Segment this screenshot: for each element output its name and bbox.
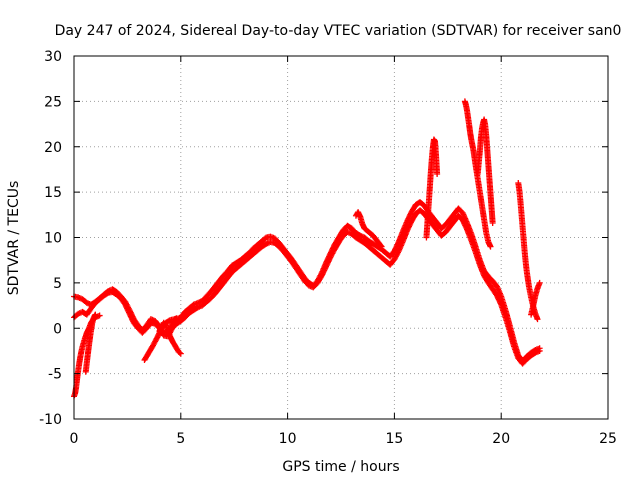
series-track-k	[528, 279, 543, 318]
data-point	[536, 279, 543, 286]
series-track-d	[82, 311, 99, 375]
data-point	[489, 219, 496, 226]
x-tick-label: 25	[599, 431, 617, 447]
y-tick-label: 0	[53, 321, 62, 337]
y-tick-label: 10	[44, 231, 62, 247]
data-point	[378, 243, 385, 250]
data-point	[177, 350, 184, 357]
y-tick-label: 5	[53, 276, 62, 292]
series-track-l	[352, 209, 385, 250]
x-axis-label: GPS time / hours	[282, 459, 399, 475]
x-tick-label: 10	[279, 431, 297, 447]
y-tick-label: 20	[44, 140, 62, 156]
y-axis-label: SDTVAR / TECUs	[6, 181, 22, 296]
y-tick-label: -10	[39, 412, 62, 428]
y-tick-label: -5	[48, 367, 62, 383]
x-tick-label: 15	[385, 431, 403, 447]
series-track-g	[423, 136, 441, 241]
x-tick-label: 5	[176, 431, 185, 447]
data-point	[176, 349, 183, 356]
data-point	[434, 170, 441, 177]
chart-title: Day 247 of 2024, Sidereal Day-to-day VTE…	[55, 23, 622, 39]
axis-ticks: 0 5 10 15 20 25 -10 -5 0 5 10 15 20 25 30	[39, 49, 617, 447]
series-track-f	[156, 319, 184, 357]
data-point	[377, 242, 384, 249]
data-point	[173, 315, 180, 322]
data-point	[487, 243, 494, 250]
series-track-j	[515, 180, 541, 323]
y-tick-label: 15	[44, 185, 62, 201]
data-point	[534, 316, 541, 323]
x-tick-label: 20	[492, 431, 510, 447]
data-point	[92, 311, 99, 318]
data-markers	[71, 98, 543, 400]
x-tick-label: 0	[70, 431, 79, 447]
y-tick-label: 25	[44, 94, 62, 110]
data-point	[536, 347, 543, 354]
y-tick-label: 30	[44, 49, 62, 65]
series-track-b	[71, 207, 543, 367]
series-track-i	[474, 116, 496, 226]
